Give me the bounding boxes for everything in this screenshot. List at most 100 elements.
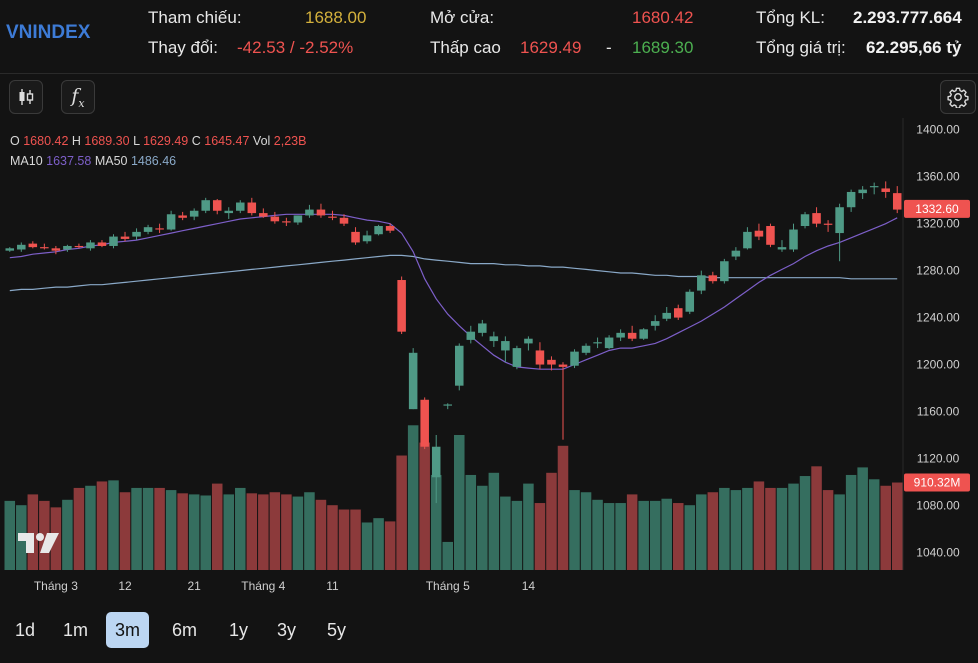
x-tick-label: Tháng 4 <box>241 579 285 593</box>
volume-bar <box>822 490 834 570</box>
candle-body <box>166 214 176 230</box>
chart-settings-button[interactable] <box>940 80 976 114</box>
candle-body <box>800 214 810 227</box>
last-volume-tag <box>904 473 970 492</box>
y-tick-label: 1280.00 <box>916 264 960 278</box>
candle-body <box>881 188 890 192</box>
volume-bar <box>62 499 73 570</box>
candle-body <box>789 229 798 250</box>
volume-bar <box>177 493 188 570</box>
candle-body <box>5 248 15 251</box>
high-value: 1689.30 <box>632 38 694 57</box>
volume-bar <box>281 494 292 570</box>
candle-body <box>777 247 787 250</box>
range-button-6m[interactable]: 6m <box>172 619 198 640</box>
candle-body <box>408 352 418 410</box>
ticker-symbol[interactable]: VNINDEX <box>6 22 91 43</box>
range-button-3m[interactable]: 3m <box>106 612 150 648</box>
ohlc-legend: O 1680.42 H 1689.30 L 1629.49 C 1645.47 … <box>10 131 306 171</box>
volume-bar <box>119 492 131 570</box>
range-button-3y[interactable]: 3y <box>277 619 297 640</box>
candle-body <box>673 308 683 318</box>
volume-bar <box>419 442 430 570</box>
candle-body <box>443 404 452 406</box>
quote-header: VNINDEX Tham chiếu: 1688.00 Thay đổi: -4… <box>0 0 978 74</box>
volume-bar <box>39 500 50 570</box>
gear-icon <box>947 87 969 108</box>
low-legend-value: 1629.49 <box>143 134 189 148</box>
chart-type-button[interactable] <box>9 80 43 114</box>
ref-label: Tham chiếu: <box>148 8 242 27</box>
candle-body <box>339 217 349 224</box>
volume-bar <box>384 521 396 570</box>
volume-bar <box>799 476 811 570</box>
volume-bar <box>891 482 903 570</box>
volume-bar <box>788 483 799 570</box>
volume-bar <box>188 494 200 570</box>
ma-row: MA10 1637.58 MA50 1486.46 <box>10 151 306 171</box>
volume-bar <box>557 445 569 570</box>
candle-body <box>201 200 210 211</box>
chart-canvas[interactable]: 1400.00 1360.00 1320.00 1280.00 1240.00 1200.… <box>0 118 978 600</box>
candle-body <box>270 216 280 222</box>
volume-bar <box>534 503 546 570</box>
ref-value: 1688.00 <box>305 8 367 27</box>
candle-body <box>593 342 602 344</box>
volume-bar <box>477 485 488 570</box>
volume-bar <box>73 487 85 570</box>
candle-body <box>74 245 84 248</box>
volume-bar <box>857 467 868 570</box>
volume-bar <box>4 500 16 570</box>
range-button-1y[interactable]: 1y <box>229 619 249 640</box>
candle-body <box>846 191 856 208</box>
range-button-5y[interactable]: 5y <box>327 619 347 640</box>
y-tick-label: 1200.00 <box>916 358 960 372</box>
volume-bar <box>258 494 269 570</box>
lowhigh-label: Thấp cao <box>430 38 501 57</box>
candle-body <box>823 223 833 225</box>
ma50-line <box>9 254 898 292</box>
candle-body <box>236 202 245 211</box>
candle-body <box>581 345 591 353</box>
open-legend-label: O <box>10 134 20 148</box>
range-button-1m[interactable]: 1m <box>63 619 89 640</box>
volume-bar <box>108 480 119 570</box>
open-value: 1680.42 <box>632 8 694 27</box>
volume-bar <box>407 425 419 570</box>
volume-bar <box>27 494 39 570</box>
open-legend-value: 1680.42 <box>23 134 69 148</box>
y-tick-label: 1360.00 <box>916 170 960 184</box>
candle-body <box>97 242 107 246</box>
volume-bar <box>430 474 442 570</box>
candle-body <box>604 337 614 349</box>
candle-body <box>858 189 867 194</box>
candle-body <box>501 341 510 351</box>
x-tick-label: Tháng 5 <box>426 579 470 593</box>
volume-bar <box>672 503 684 570</box>
candle-body <box>697 275 706 291</box>
candle-body <box>650 321 660 326</box>
price-chart[interactable]: 1400.00 1360.00 1320.00 1280.00 1240.00 1200.… <box>0 118 978 600</box>
volume-bar <box>845 474 857 570</box>
volume-bar <box>442 541 453 570</box>
indicators-button[interactable]: fx <box>61 80 95 114</box>
x-tick-label: Tháng 3 <box>34 579 78 593</box>
last-volume-label: 910.32M <box>914 476 961 490</box>
x-tick-label: 21 <box>187 579 201 593</box>
candle-body <box>627 332 637 339</box>
candle-body <box>28 243 38 248</box>
candle-body <box>478 323 487 333</box>
candle-body <box>86 242 95 249</box>
candle-body <box>155 228 164 230</box>
volume-bar <box>684 505 696 570</box>
candlestick-icon <box>19 89 34 105</box>
x-tick-label: 14 <box>522 579 536 593</box>
ma10-line <box>9 213 898 370</box>
range-button-1d[interactable]: 1d <box>15 619 36 640</box>
chart-toolbar: fx <box>0 80 978 118</box>
volume-bar <box>315 499 327 570</box>
close-legend-label: C <box>191 134 201 148</box>
candle-body <box>374 226 383 235</box>
y-tick-label: 1040.00 <box>916 545 960 559</box>
volume-legend-value: 2,23B <box>273 134 307 148</box>
